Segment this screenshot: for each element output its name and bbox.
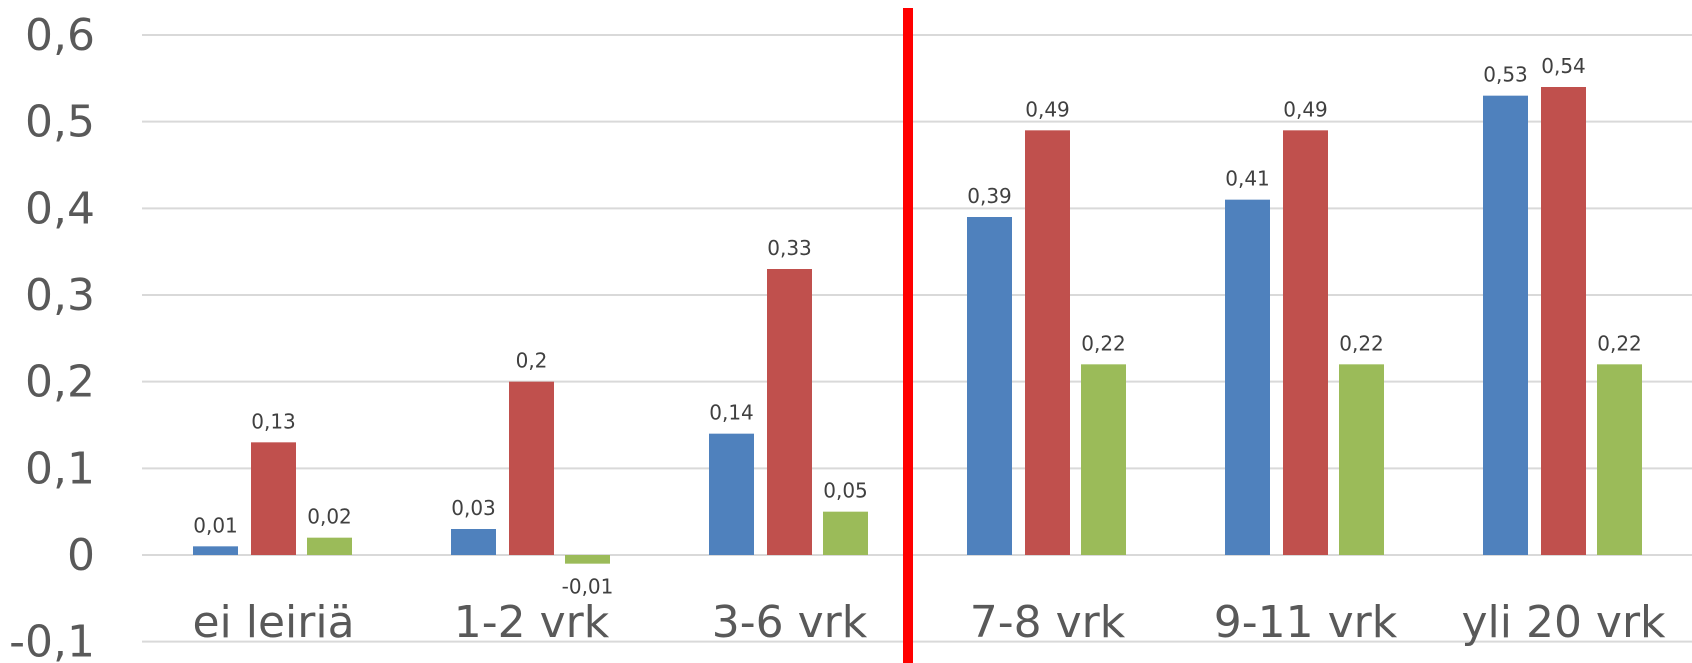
bar [1597, 364, 1642, 555]
bar [1483, 95, 1528, 556]
data-label: 0,02 [307, 505, 352, 529]
bar [251, 442, 296, 555]
data-label: 0,03 [451, 496, 496, 520]
y-tick-label: 0,5 [25, 97, 95, 148]
y-tick-label: -0,1 [9, 617, 95, 663]
gridlines [142, 34, 1692, 643]
data-label: 0,13 [251, 409, 296, 433]
bar [1339, 364, 1384, 555]
data-label: 0,14 [709, 401, 754, 425]
x-axis-ticks: ei leiriä 1-2 vrk 3-6 vrk 7-8 vrk 9-11 vrk yl… [192, 597, 1666, 648]
data-label: 0,53 [1483, 63, 1528, 87]
y-tick-label: 0,1 [25, 443, 95, 494]
data-labels: 0,01 0,03 0,14 0,39 0,41 0,53 0,13 0,2 0,33 0,49 0… [193, 54, 1642, 599]
y-axis-ticks: 0,6 0,5 0,4 0,3 0,2 0,1 0 -0,1 [9, 10, 95, 663]
bar [451, 529, 496, 555]
bar [193, 546, 238, 555]
data-label: 0,22 [1597, 331, 1642, 355]
bar [767, 269, 812, 555]
divider [903, 8, 913, 663]
data-label: 0,54 [1541, 54, 1586, 78]
divider-line [903, 8, 913, 663]
bar [1025, 130, 1070, 556]
x-tick-label: yli 20 vrk [1461, 597, 1666, 648]
bar [967, 217, 1012, 555]
data-label: -0,01 [562, 575, 614, 599]
data-label: 0,2 [516, 349, 548, 373]
data-label: 0,22 [1081, 331, 1126, 355]
x-tick-label: 7-8 vrk [970, 597, 1126, 648]
y-tick-label: 0,3 [25, 270, 95, 321]
bar [1081, 364, 1126, 555]
data-label: 0,05 [823, 479, 868, 503]
bar [509, 381, 554, 555]
y-tick-label: 0,4 [25, 183, 95, 234]
x-tick-label: 1-2 vrk [454, 597, 610, 648]
x-tick-label: 9-11 vrk [1214, 597, 1398, 648]
bar [1225, 199, 1270, 555]
bar [709, 433, 754, 555]
x-tick-label: 3-6 vrk [712, 597, 868, 648]
data-label: 0,39 [967, 184, 1012, 208]
y-tick-label: 0 [67, 530, 95, 581]
bar [823, 511, 868, 555]
data-label: 0,33 [767, 236, 812, 260]
bar [565, 555, 610, 564]
data-label: 0,49 [1283, 97, 1328, 121]
x-tick-label: ei leiriä [192, 597, 354, 648]
y-tick-label: 0,2 [25, 357, 95, 408]
bar [1283, 130, 1328, 556]
data-label: 0,41 [1225, 167, 1270, 191]
data-label: 0,49 [1025, 97, 1070, 121]
bar [1541, 87, 1586, 555]
data-label: 0,01 [193, 513, 238, 537]
data-label: 0,22 [1339, 331, 1384, 355]
bars [193, 87, 1642, 564]
bar [307, 537, 352, 555]
y-tick-label: 0,6 [25, 10, 95, 61]
